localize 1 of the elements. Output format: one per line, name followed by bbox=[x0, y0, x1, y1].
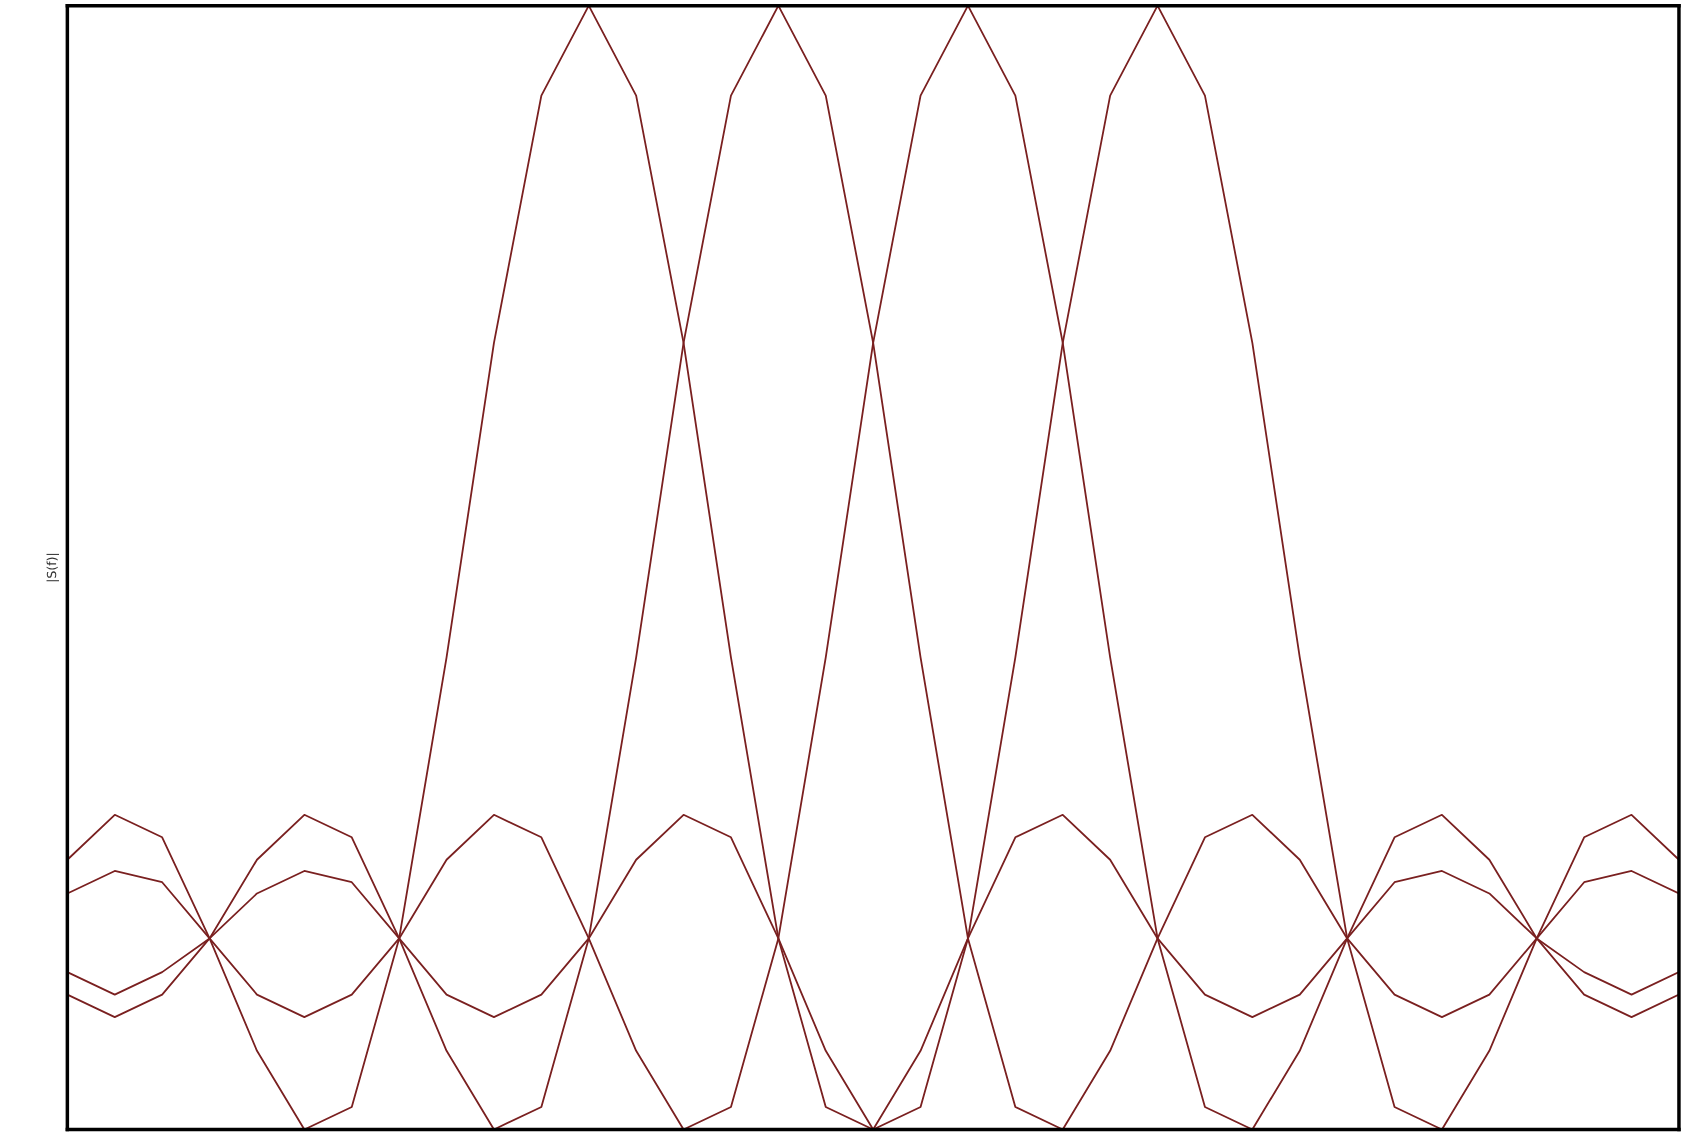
y-axis-title: |S(f)| bbox=[46, 553, 60, 582]
